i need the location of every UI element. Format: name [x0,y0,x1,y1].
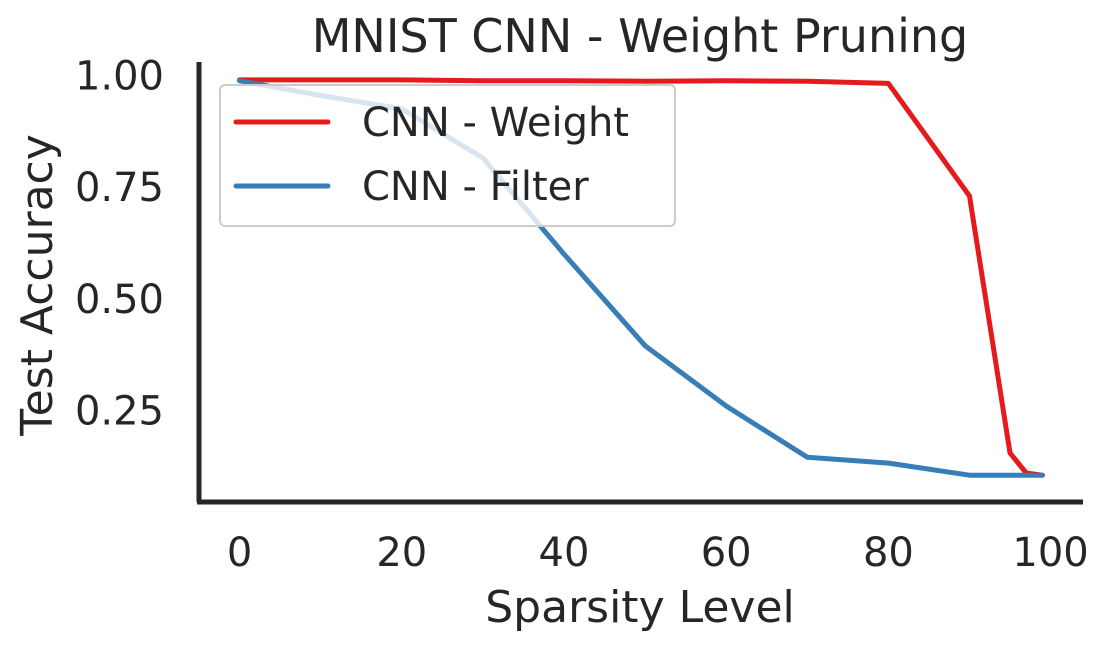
y-tick-label: 0.75 [75,165,164,211]
x-tick-label: 0 [227,530,252,576]
x-tick-labels: 0 20 40 60 80 100 [227,530,1089,576]
x-tick-label: 80 [863,530,914,576]
x-tick-label: 100 [1012,530,1088,576]
y-tick-label: 0.25 [75,388,164,434]
y-tick-label: 0.50 [75,277,164,323]
series-line-cnn-weight [237,77,1045,478]
chart-title: MNIST CNN - Weight Pruning [312,9,969,63]
x-tick-label: 60 [701,530,752,576]
x-axis-label: Sparsity Level [485,582,794,633]
y-tick-labels: 0.25 0.50 0.75 1.00 [75,53,164,434]
y-tick-label: 1.00 [75,53,164,99]
legend-label-cnn-filter: CNN - Filter [362,164,589,210]
legend-label-cnn-weight: CNN - Weight [362,100,629,146]
x-tick-label: 20 [376,530,427,576]
legend-box [219,84,676,227]
legend: CNN - Weight CNN - Filter [219,84,676,227]
y-axis-label: Test Accuracy [12,134,63,437]
x-tick-label: 40 [539,530,590,576]
